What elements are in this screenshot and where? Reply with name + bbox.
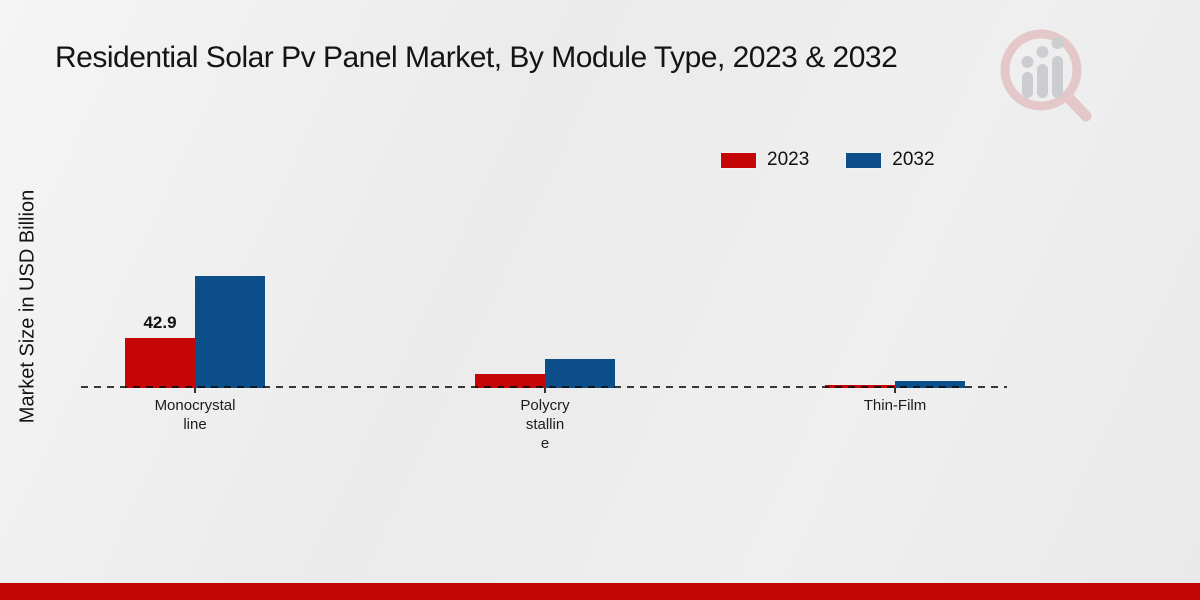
category-label-Monocrystalline: Monocrystal line bbox=[154, 397, 236, 433]
category-label-Polycrystalline: Polycry stallin e bbox=[520, 397, 570, 452]
footer-accent-bar bbox=[0, 583, 1200, 600]
chart-title: Residential Solar Pv Panel Market, By Mo… bbox=[55, 41, 898, 74]
value-label-2023-Monocrystalline: 42.9 bbox=[143, 313, 177, 333]
x-tick-Polycrystalline bbox=[544, 388, 546, 393]
bar-2023-Polycrystalline bbox=[475, 373, 545, 388]
bar-2032-Polycrystalline bbox=[545, 359, 615, 388]
x-axis-baseline bbox=[81, 386, 1007, 388]
legend: 2023 2032 bbox=[720, 149, 935, 171]
x-tick-Thin-Film bbox=[894, 388, 896, 393]
bar-2032-Thin-Film bbox=[895, 380, 965, 388]
legend-item-2023: 2023 bbox=[720, 149, 809, 171]
x-tick-Monocrystalline bbox=[194, 388, 196, 393]
legend-label-2032: 2032 bbox=[892, 149, 935, 170]
legend-swatch-2032 bbox=[845, 151, 883, 169]
category-label-Thin-Film: Thin-Film bbox=[863, 397, 927, 414]
legend-label-2023: 2023 bbox=[767, 149, 810, 170]
legend-item-2032: 2032 bbox=[845, 149, 935, 171]
legend-swatch-2023 bbox=[720, 151, 757, 169]
bar-2023-Monocrystalline bbox=[125, 338, 195, 388]
y-axis-label: Market Size in USD Billion bbox=[16, 189, 39, 424]
bar-2032-Monocrystalline bbox=[195, 275, 265, 388]
magnifier-bar-chart-logo-icon bbox=[995, 26, 1095, 126]
